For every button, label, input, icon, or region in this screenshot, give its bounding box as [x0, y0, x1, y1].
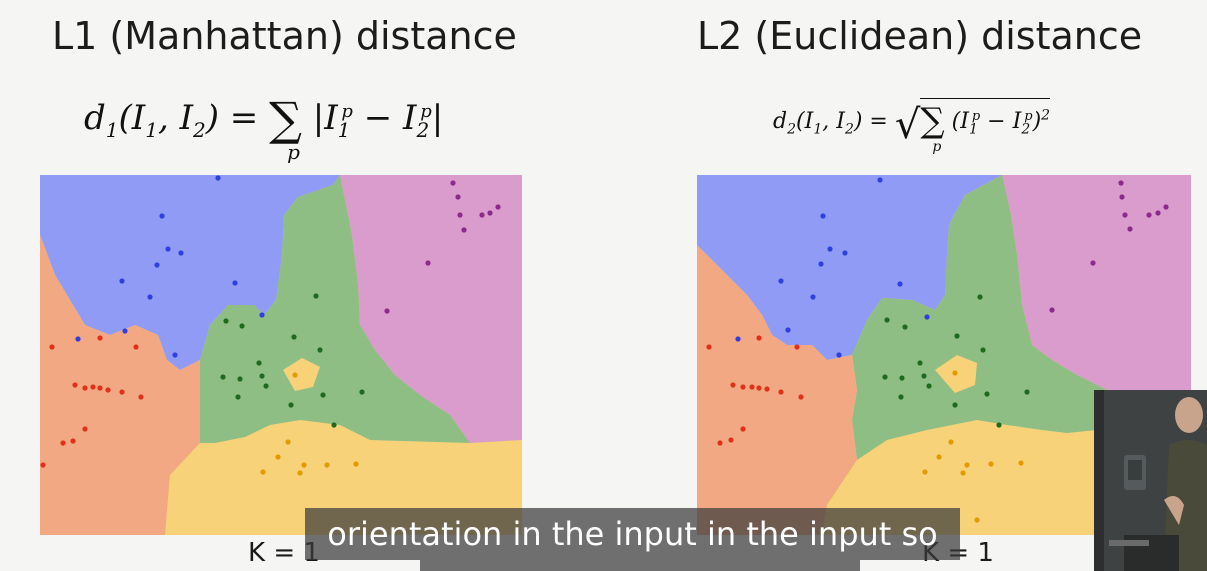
subtitle-caption: orientation in the input in the input so — [305, 508, 960, 560]
blue-region — [697, 175, 1002, 360]
l1-formula: d1(I1, I2) = ∑ p |I1p − I2p| — [84, 92, 444, 164]
presenter-figure — [1094, 390, 1207, 571]
l2-formula: d2(I1, I2) = √ ∑ p (I1p − I2p)2 — [773, 98, 1051, 155]
green-points — [882, 294, 1030, 428]
red-points — [40, 335, 144, 468]
green-points — [220, 293, 365, 428]
pink-region — [1002, 175, 1191, 395]
blue-points — [735, 177, 930, 358]
gold-points — [922, 370, 1024, 523]
yellow-island — [283, 358, 320, 391]
green-region — [200, 175, 470, 443]
gold-points — [260, 372, 359, 476]
orange-region — [40, 235, 200, 535]
subtitle-next-line — [420, 560, 860, 571]
purple-points — [384, 180, 501, 314]
orange-region — [697, 245, 857, 535]
blue-points — [75, 175, 265, 358]
green-region — [852, 175, 1107, 460]
l1-title: L1 (Manhattan) distance — [52, 14, 517, 58]
l1-decision-regions — [40, 175, 522, 535]
presenter-webcam — [1094, 390, 1207, 571]
purple-points — [1049, 180, 1169, 313]
pink-region — [340, 175, 522, 443]
blue-region — [40, 175, 340, 370]
red-points — [706, 335, 804, 446]
l2-title: L2 (Euclidean) distance — [697, 14, 1143, 58]
